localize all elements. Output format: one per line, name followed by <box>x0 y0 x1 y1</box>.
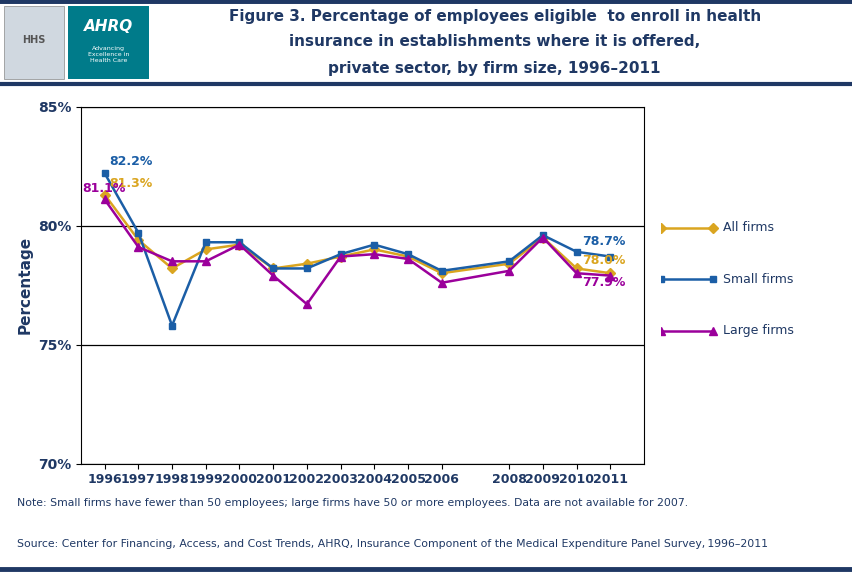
Small firms <box>167 322 177 329</box>
All firms <box>335 253 345 260</box>
Large firms <box>402 256 412 263</box>
Large firms <box>167 258 177 265</box>
Text: AHRQ: AHRQ <box>84 19 133 34</box>
Large firms <box>504 267 514 274</box>
Small firms <box>100 170 110 177</box>
Large firms <box>537 234 547 241</box>
Large firms <box>571 270 581 276</box>
Large firms <box>335 253 345 260</box>
Large firms <box>302 301 312 308</box>
All firms <box>369 246 379 253</box>
Text: 81.3%: 81.3% <box>110 177 153 190</box>
Large firms <box>100 196 110 203</box>
Text: Advancing
Excellence in
Health Care: Advancing Excellence in Health Care <box>88 46 130 63</box>
All firms <box>200 246 210 253</box>
Large firms <box>133 244 143 251</box>
Small firms <box>133 229 143 236</box>
Text: 78.7%: 78.7% <box>581 235 625 248</box>
All firms <box>234 241 245 248</box>
Line: Small firms: Small firms <box>101 170 613 329</box>
Bar <box>68 6 149 79</box>
Large firms <box>369 251 379 257</box>
Small firms <box>604 253 614 260</box>
All firms <box>436 270 446 276</box>
Large firms <box>234 241 245 248</box>
Text: 82.2%: 82.2% <box>110 155 153 168</box>
All firms <box>604 270 614 276</box>
Small firms <box>335 251 345 257</box>
Large firms <box>268 272 278 279</box>
All firms <box>133 236 143 243</box>
Small firms <box>369 241 379 248</box>
Small firms <box>268 265 278 272</box>
Large firms <box>436 279 446 286</box>
Small firms <box>537 232 547 238</box>
Text: Figure 3. Percentage of employees eligible  to enroll in health: Figure 3. Percentage of employees eligib… <box>228 9 760 24</box>
Small firms <box>571 248 581 255</box>
Text: Note: Small firms have fewer than 50 employees; large firms have 50 or more empl: Note: Small firms have fewer than 50 emp… <box>17 498 688 507</box>
Small firms <box>200 239 210 246</box>
Text: Large firms: Large firms <box>722 324 792 338</box>
All firms <box>268 265 278 272</box>
Large firms <box>604 272 614 279</box>
Text: Source: Center for Financing, Access, and Cost Trends, AHRQ, Insurance Component: Source: Center for Financing, Access, an… <box>17 539 767 549</box>
Small firms <box>234 239 245 246</box>
Text: 81.1%: 81.1% <box>83 182 126 195</box>
All firms <box>167 265 177 272</box>
All firms <box>537 234 547 241</box>
Text: HHS: HHS <box>22 35 46 45</box>
Text: insurance in establishments where it is offered,: insurance in establishments where it is … <box>289 34 699 50</box>
Y-axis label: Percentage: Percentage <box>17 236 32 334</box>
Line: All firms: All firms <box>101 191 613 276</box>
Text: private sector, by firm size, 1996–2011: private sector, by firm size, 1996–2011 <box>328 61 660 76</box>
Small firms <box>436 267 446 274</box>
All firms <box>402 253 412 260</box>
Text: 77.9%: 77.9% <box>581 276 625 289</box>
Small firms <box>302 265 312 272</box>
Line: Large firms: Large firms <box>101 195 613 308</box>
Bar <box>4 6 64 79</box>
All firms <box>302 260 312 267</box>
Small firms <box>402 251 412 257</box>
Text: 78.0%: 78.0% <box>581 254 625 267</box>
All firms <box>100 191 110 198</box>
Large firms <box>200 258 210 265</box>
Text: Small firms: Small firms <box>722 273 792 286</box>
All firms <box>571 265 581 272</box>
Text: All firms: All firms <box>722 221 773 234</box>
Small firms <box>504 258 514 265</box>
All firms <box>504 260 514 267</box>
